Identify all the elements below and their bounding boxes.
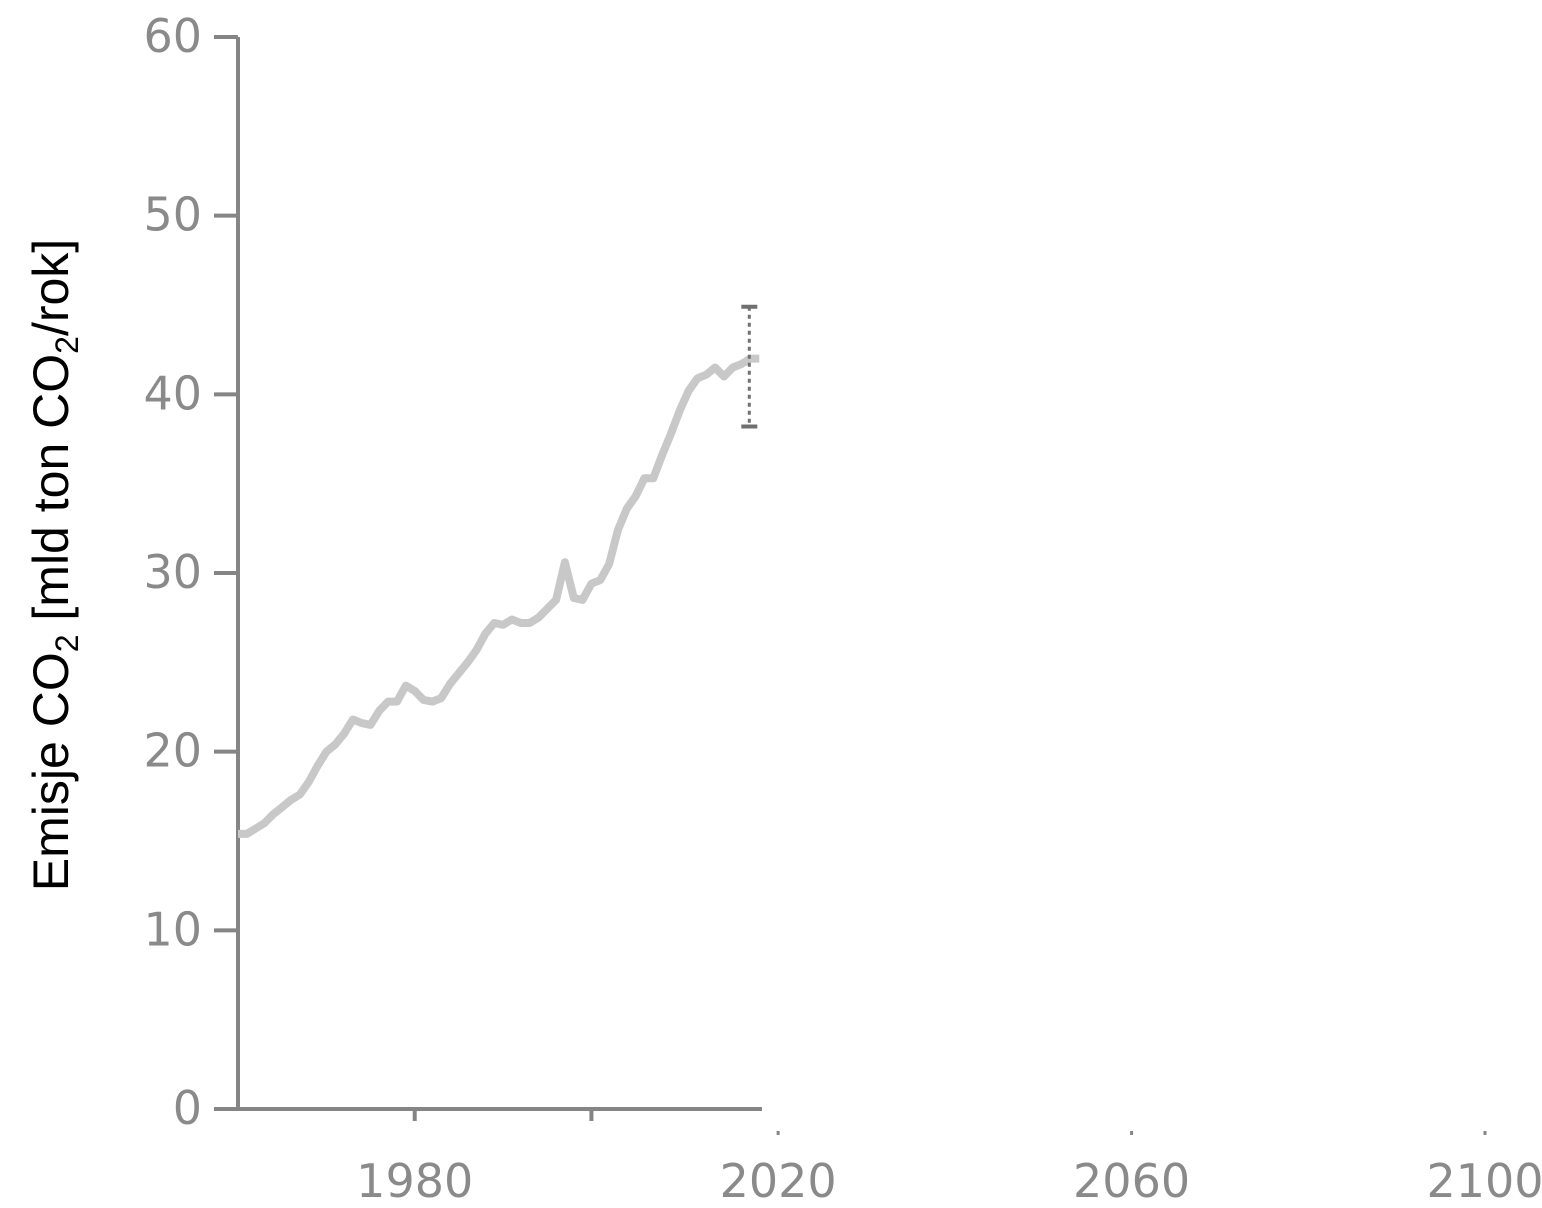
- y-tick-label: 0: [173, 1081, 202, 1135]
- x-tick-label: 1980: [356, 1154, 473, 1208]
- y-tick-label: 40: [143, 366, 202, 420]
- y-tick-label: 60: [143, 9, 202, 63]
- series-layer: [238, 354, 760, 838]
- y-axis-label: Emisje CO2 [mld ton CO2/rok]: [23, 239, 85, 891]
- y-tick-label: 20: [143, 724, 202, 778]
- x-tick-label: 2020: [720, 1154, 837, 1208]
- x-tick-label: 2060: [1073, 1154, 1190, 1208]
- y-tick-label: 30: [143, 545, 202, 599]
- y-axis-ticks: 0 10 20 30 40 50 60: [143, 9, 238, 1135]
- y-tick-label: 10: [143, 902, 202, 956]
- x-axis-ticks: 1980 2020 2060 2100: [356, 1109, 1542, 1208]
- x-tick-label: 2100: [1426, 1154, 1542, 1208]
- axes: [236, 37, 762, 1111]
- error-bar-layer: [741, 304, 758, 429]
- y-tick-label: 50: [143, 188, 202, 242]
- emissions-line: [238, 354, 760, 838]
